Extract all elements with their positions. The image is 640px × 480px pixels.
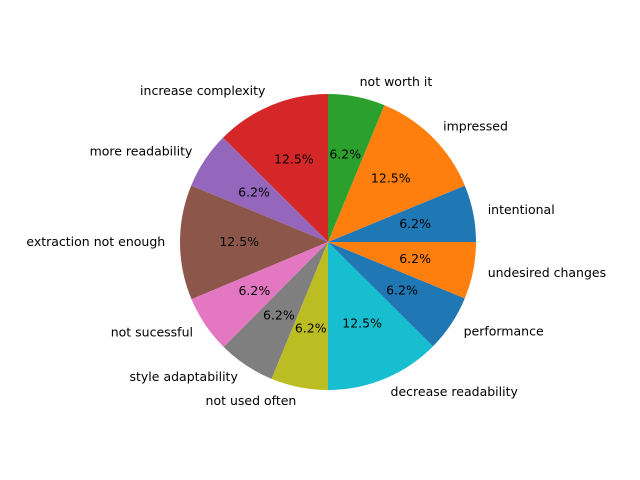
pie-category-label: performance [464,324,544,339]
pie-category-label: more readability [90,143,193,158]
pie-category-labels: intentional impressed not worth it increase… [26,74,606,408]
pie-slice-not-sucessful [191,242,328,347]
pie-slice-more-readability [191,137,328,242]
pie-percent-label: 6.2% [386,283,418,298]
pie-percent-label: 6.2% [295,321,327,336]
pie-slice-not-worth-it [328,94,385,242]
pie-slice-not-used-often [271,242,328,390]
pie-slice-decrease-readability [328,242,433,390]
pie-percent-label: 6.2% [238,184,270,199]
pie-percent-label: 6.2% [399,216,431,231]
pie-slice-undesired-changes [328,242,476,299]
pie-category-label: extraction not enough [26,234,165,249]
pie-percent-label: 6.2% [329,146,361,161]
pie-slice-performance [328,242,465,347]
pie-percent-label: 6.2% [238,283,270,298]
pie-category-label: increase complexity [140,83,266,98]
pie-category-label: not sucessful [111,324,193,339]
pie-percent-label: 12.5% [371,171,411,186]
pie-slice-impressed [328,105,465,243]
pie-percent-label: 12.5% [219,234,259,249]
pie-slices [180,94,476,390]
pie-category-label: decrease readability [391,384,519,399]
pie-percent-label: 6.2% [263,307,295,322]
pie-percent-label: 6.2% [399,251,431,266]
pie-slice-increase-complexity [223,94,328,242]
pie-slice-extraction-not-enough [180,185,328,300]
pie-category-label: impressed [443,118,508,133]
pie-category-label: style adaptability [130,369,239,384]
pie-category-label: intentional [488,202,555,217]
pie-percent-labels: 6.2%12.5%6.2%12.5%6.2%12.5%6.2%6.2%6.2% 1… [219,146,431,335]
pie-category-label: not used often [206,393,297,408]
pie-percent-label: 12.5% [342,315,382,330]
pie-slice-intentional [328,185,476,242]
pie-category-label: undesired changes [488,265,606,280]
pie-percent-label: 12.5% [274,152,314,167]
pie-category-label: not worth it [360,74,433,89]
pie-slice-style-adaptability [223,242,328,379]
